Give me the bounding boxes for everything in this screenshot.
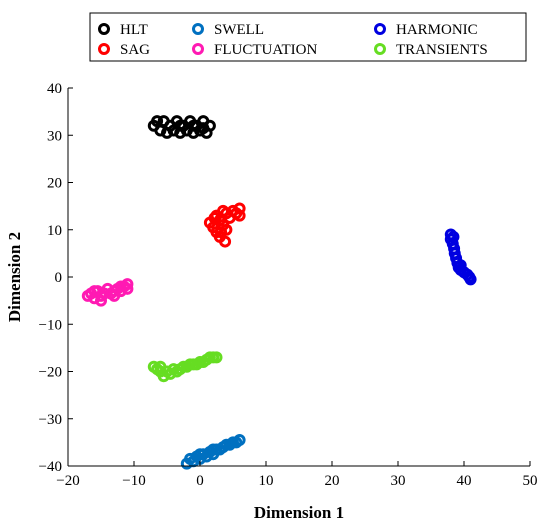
data-point xyxy=(151,115,164,128)
y-ticks: −40 −30 −20 −10 0 10 20 30 40 xyxy=(39,81,73,475)
data-point xyxy=(121,282,134,295)
data-point xyxy=(454,259,467,272)
x-tick-label: 40 xyxy=(457,473,472,489)
data-point xyxy=(464,273,477,286)
data-point xyxy=(114,280,127,293)
series-fluctuation xyxy=(81,278,134,307)
series-swell xyxy=(180,434,246,470)
legend-label-harmonic: HARMONIC xyxy=(396,22,478,38)
data-point xyxy=(233,202,246,215)
x-axis-title: Dimension 1 xyxy=(254,503,344,522)
y-tick-label: 10 xyxy=(47,223,62,239)
data-point xyxy=(207,443,220,456)
y-tick-label: 30 xyxy=(47,128,62,144)
legend-label-sag: SAG xyxy=(120,42,150,58)
plot-frame xyxy=(68,88,530,466)
data-point xyxy=(174,119,187,132)
x-tick-label: 30 xyxy=(391,473,406,489)
legend-marker-swell xyxy=(192,23,204,35)
series-harmonic xyxy=(444,228,477,286)
legend-marker-harmonic xyxy=(374,23,386,35)
x-tick-label: 50 xyxy=(523,473,538,489)
data-point xyxy=(219,235,232,248)
data-point xyxy=(233,434,246,447)
data-point xyxy=(233,209,246,222)
legend-marker-transients xyxy=(374,43,386,55)
data-point xyxy=(108,289,121,302)
data-point xyxy=(208,211,221,224)
x-tick-label: 20 xyxy=(325,473,340,489)
y-tick-label: −10 xyxy=(39,317,62,333)
plot-area: −20 −10 0 10 20 30 40 50 −40 −30 −20 −10 0 10 20 30 40 xyxy=(39,81,538,489)
data-points xyxy=(81,115,477,470)
x-tick-label: 0 xyxy=(196,473,204,489)
y-axis-title: Dimension 2 xyxy=(5,232,24,322)
data-point xyxy=(194,448,206,461)
legend: HLT SWELL HARMONIC SAG FLUCTUATION TRANSIENTS xyxy=(89,12,527,62)
y-tick-label: 0 xyxy=(55,270,63,286)
legend-label-transients: TRANSIENTS xyxy=(396,42,488,58)
legend-marker-fluctuation xyxy=(192,43,204,55)
x-tick-label: −10 xyxy=(122,473,145,489)
data-point xyxy=(121,278,134,291)
y-tick-label: −40 xyxy=(39,459,62,475)
series-sag xyxy=(203,202,246,248)
legend-label-fluctuation: FLUCTUATION xyxy=(214,42,317,58)
data-point xyxy=(203,119,216,132)
x-ticks: −20 −10 0 10 20 30 40 50 xyxy=(56,461,538,489)
series-hlt xyxy=(147,115,216,139)
legend-marker-sag xyxy=(98,43,110,55)
series-transients xyxy=(147,351,223,383)
y-tick-label: 20 xyxy=(47,176,62,192)
data-point xyxy=(210,351,223,364)
y-tick-label: −20 xyxy=(39,365,62,381)
data-point xyxy=(88,285,101,298)
x-tick-label: 10 xyxy=(259,473,274,489)
y-tick-label: 40 xyxy=(47,81,62,97)
legend-marker-hlt xyxy=(98,23,110,35)
data-point xyxy=(197,122,210,135)
data-point xyxy=(215,226,228,239)
y-tick-label: −30 xyxy=(39,412,62,428)
legend-label-hlt: HLT xyxy=(120,22,148,38)
x-tick-label: −20 xyxy=(56,473,79,489)
data-point xyxy=(95,294,107,307)
legend-label-swell: SWELL xyxy=(214,22,264,38)
legend-box xyxy=(89,12,527,62)
data-point xyxy=(447,230,460,243)
